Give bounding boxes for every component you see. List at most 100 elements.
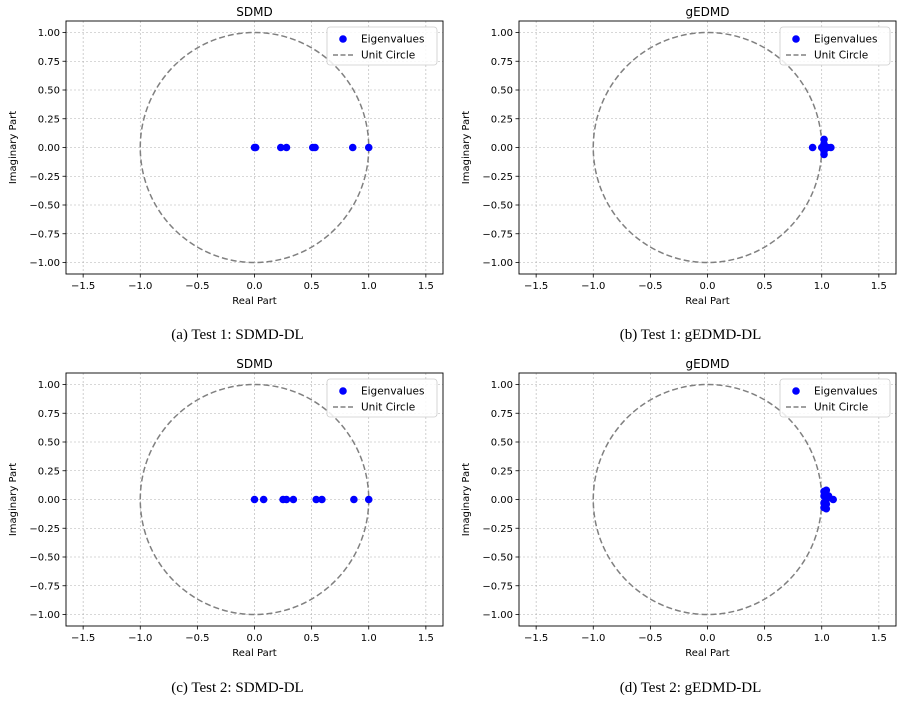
legend-label-eigenvalues: Eigenvalues bbox=[814, 34, 877, 46]
eigenvalue-point bbox=[289, 495, 298, 504]
chart-title: SDMD bbox=[236, 5, 272, 19]
y-tick-label: 0.00 bbox=[491, 495, 513, 506]
legend-marker-eigenvalues bbox=[339, 35, 347, 43]
y-tick-label: 0.75 bbox=[38, 409, 60, 420]
x-axis-label: Real Part bbox=[232, 296, 277, 307]
y-tick-label: −0.25 bbox=[482, 524, 513, 535]
chart-panel-b: −1.5 −1.0 −0.5 0.0 0.5 1.0 1.5 1.00 0.75 0.50 0.25… bbox=[461, 5, 897, 343]
x-tick-label: −1.0 bbox=[581, 633, 605, 644]
x-tick-label: 0.5 bbox=[304, 281, 320, 292]
subfigure-caption: (b) Test 1: gEDMD-DL bbox=[620, 327, 762, 343]
x-axis-label: Real Part bbox=[685, 648, 730, 659]
eigenvalue-point bbox=[364, 495, 373, 504]
y-tick-label: 0.75 bbox=[491, 409, 513, 420]
x-tick-label: −1.5 bbox=[71, 281, 95, 292]
x-tick-label: 1.5 bbox=[418, 281, 434, 292]
x-tick-label: 1.0 bbox=[814, 281, 830, 292]
y-tick-label: −1.00 bbox=[29, 610, 60, 621]
x-tick-label: −1.0 bbox=[581, 281, 605, 292]
eigenvalue-point bbox=[276, 143, 285, 152]
x-tick-label: −1.5 bbox=[524, 281, 548, 292]
y-tick-label: 0.25 bbox=[38, 466, 60, 477]
chart-panel-d: −1.5 −1.0 −0.5 0.0 0.5 1.0 1.5 1.00 0.75 0.50 0.25… bbox=[461, 357, 897, 696]
x-tick-label: −1.5 bbox=[71, 633, 95, 644]
x-tick-label: −0.5 bbox=[185, 281, 209, 292]
y-tick-label: −0.25 bbox=[29, 524, 60, 535]
x-tick-label: 0.0 bbox=[700, 633, 716, 644]
x-tick-label: −0.5 bbox=[638, 281, 662, 292]
subfigure-caption: (d) Test 2: gEDMD-DL bbox=[620, 680, 762, 696]
x-tick-label: 1.0 bbox=[814, 633, 830, 644]
eigenvalue-point bbox=[827, 143, 835, 152]
x-tick-label: 0.5 bbox=[757, 633, 773, 644]
eigenvalue-point bbox=[822, 504, 831, 513]
y-tick-label: −0.50 bbox=[29, 201, 60, 212]
y-tick-label: −0.25 bbox=[482, 172, 513, 183]
x-tick-label: 0.0 bbox=[247, 633, 263, 644]
chart-panel-c: −1.5 −1.0 −0.5 0.0 0.5 1.0 1.5 1.00 0.75 0.50 0.25… bbox=[8, 357, 444, 696]
x-tick-label: 0.0 bbox=[700, 281, 716, 292]
legend-label-eigenvalues: Eigenvalues bbox=[361, 34, 424, 46]
y-tick-label: −0.50 bbox=[482, 201, 513, 212]
legend: Eigenvalues Unit Circle bbox=[326, 378, 438, 418]
chart-title: SDMD bbox=[236, 357, 272, 371]
legend-box bbox=[779, 26, 891, 66]
eigenvalue-point bbox=[318, 495, 326, 504]
y-tick-label: −0.75 bbox=[482, 229, 513, 240]
legend-label-unit-circle: Unit Circle bbox=[814, 50, 868, 62]
y-tick-label: 0.25 bbox=[38, 114, 60, 125]
legend-marker-eigenvalues bbox=[339, 387, 347, 395]
x-tick-label: 1.0 bbox=[361, 281, 377, 292]
y-axis-label: Imaginary Part bbox=[461, 111, 472, 184]
y-tick-label: 1.00 bbox=[491, 380, 513, 391]
y-tick-label: −1.00 bbox=[482, 610, 513, 621]
y-tick-label: 0.00 bbox=[38, 143, 60, 154]
y-tick-label: −1.00 bbox=[29, 258, 60, 269]
legend: Eigenvalues Unit Circle bbox=[779, 378, 891, 418]
legend-box bbox=[779, 378, 891, 418]
eigenvalue-point bbox=[820, 150, 828, 159]
y-tick-label: 0.50 bbox=[491, 438, 513, 449]
x-tick-label: 1.5 bbox=[418, 633, 434, 644]
eigenvalue-point bbox=[311, 143, 319, 152]
x-tick-label: −1.5 bbox=[524, 633, 548, 644]
eigenvalue-point bbox=[808, 143, 817, 152]
eigenvalue-point bbox=[251, 143, 260, 152]
y-tick-label: 0.50 bbox=[38, 86, 60, 97]
eigenvalue-point bbox=[829, 495, 837, 504]
y-tick-label: 1.00 bbox=[491, 28, 513, 39]
x-tick-label: 0.5 bbox=[757, 281, 773, 292]
legend-label-unit-circle: Unit Circle bbox=[361, 402, 415, 414]
y-tick-label: −0.75 bbox=[29, 229, 60, 240]
y-tick-label: −0.75 bbox=[29, 581, 60, 592]
y-tick-label: −0.50 bbox=[482, 553, 513, 564]
eigenvalue-point bbox=[250, 495, 259, 504]
chart-title: gEDMD bbox=[685, 5, 729, 19]
legend-marker-eigenvalues bbox=[792, 387, 800, 395]
legend-label-eigenvalues: Eigenvalues bbox=[361, 386, 424, 398]
x-axis-label: Real Part bbox=[685, 296, 730, 307]
legend: Eigenvalues Unit Circle bbox=[779, 26, 891, 66]
eigenvalue-point bbox=[259, 495, 268, 504]
y-tick-label: 0.50 bbox=[491, 86, 513, 97]
x-tick-label: 1.5 bbox=[871, 633, 887, 644]
y-tick-label: −0.75 bbox=[482, 581, 513, 592]
chart-title: gEDMD bbox=[685, 357, 729, 371]
y-tick-label: 1.00 bbox=[38, 380, 60, 391]
chart-panel-a: −1.5 −1.0 −0.5 0.0 0.5 1.0 1.5 1.00 0.75 0.50 0.25… bbox=[8, 5, 444, 343]
eigenvalue-point bbox=[350, 495, 358, 504]
y-axis-label: Imaginary Part bbox=[8, 111, 19, 184]
x-tick-label: 0.5 bbox=[304, 633, 320, 644]
legend-label-eigenvalues: Eigenvalues bbox=[814, 386, 877, 398]
y-tick-label: 0.75 bbox=[38, 57, 60, 68]
y-axis-label: Imaginary Part bbox=[8, 463, 19, 536]
eigenvalue-point bbox=[364, 143, 373, 152]
y-tick-label: 0.00 bbox=[38, 495, 60, 506]
legend-box bbox=[326, 378, 438, 418]
x-tick-label: −1.0 bbox=[128, 633, 152, 644]
y-tick-label: −0.50 bbox=[29, 553, 60, 564]
y-tick-label: 0.00 bbox=[491, 143, 513, 154]
x-tick-label: −1.0 bbox=[128, 281, 152, 292]
y-tick-label: −1.00 bbox=[482, 258, 513, 269]
